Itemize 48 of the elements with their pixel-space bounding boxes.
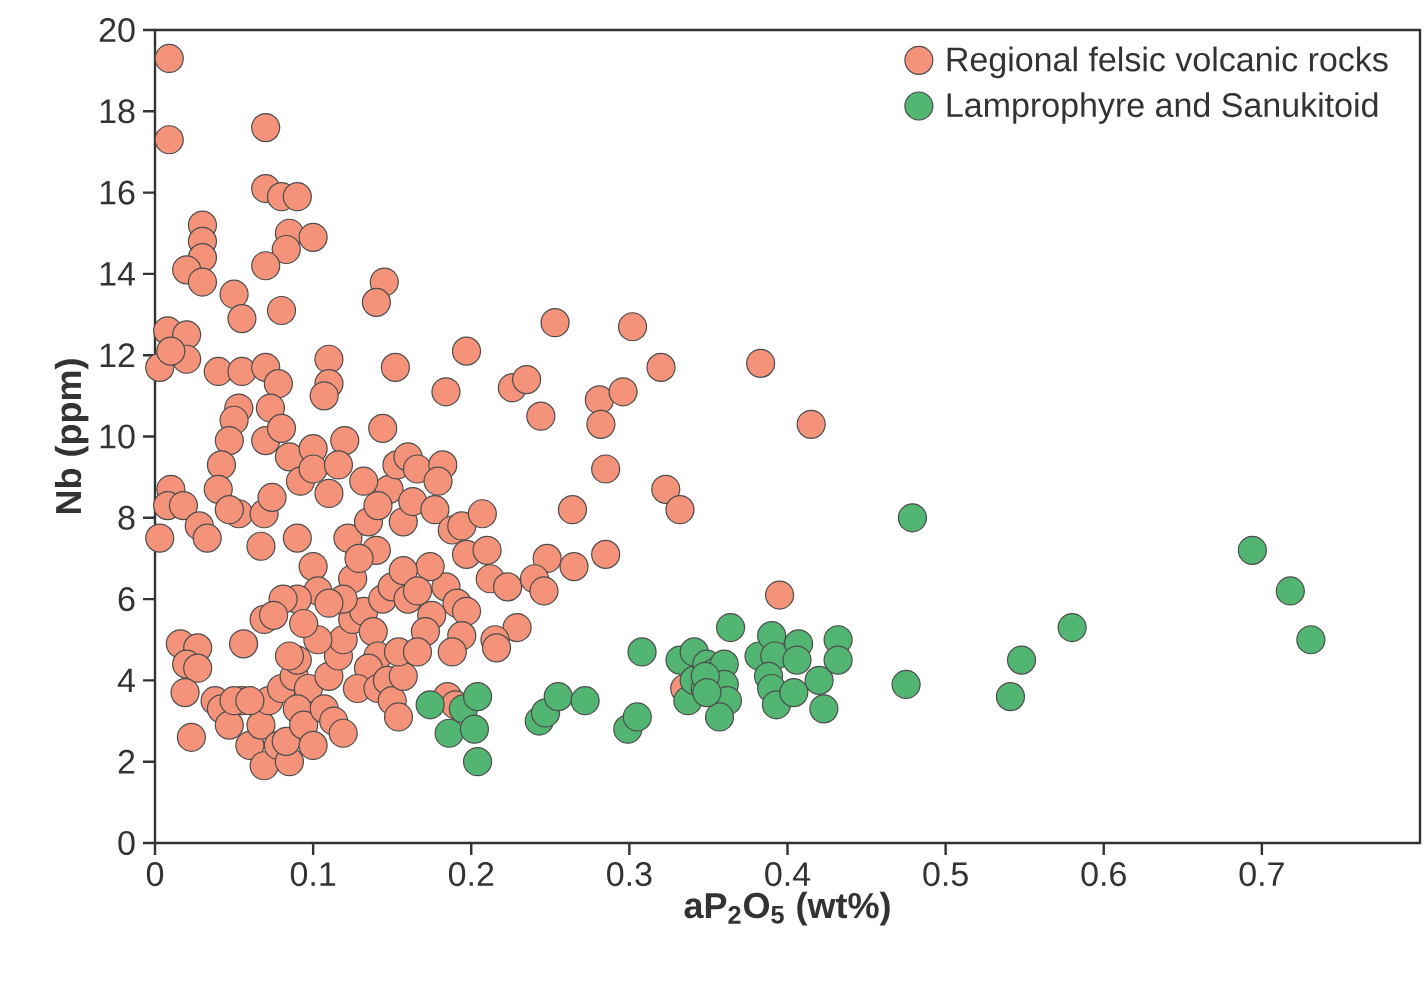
point [543,682,573,712]
point [823,645,853,675]
point [1275,576,1305,606]
point [570,686,600,716]
x-tick-label: 0.5 [923,862,968,887]
y-tick-label: 14 [100,262,135,286]
x-tick-label: 0.6 [1081,862,1126,887]
point [459,714,490,744]
x-tick-label: 0.1 [290,862,336,887]
point [1237,535,1267,565]
point [622,702,652,732]
y-tick-label: 0 [118,830,135,856]
point [692,677,722,708]
y-tick-label: 10 [100,424,135,449]
legend-label: Regional felsic volcanic rocks [947,46,1388,79]
point [897,503,928,533]
point [1006,645,1037,675]
y-tick-label: 16 [100,180,135,205]
point [804,665,834,695]
x-axis-title: aP$_{2}$O$_{5}$ (wt%) [684,891,890,926]
x-tick-label: 0.4 [765,862,811,887]
point [891,669,921,700]
point [995,682,1026,712]
point [462,747,493,777]
point [434,718,464,748]
point [415,690,445,720]
point [779,677,809,708]
x-tick-label: 0 [146,862,164,887]
point [462,682,493,712]
y-tick-label: 8 [118,505,135,530]
point [809,694,839,724]
x-tick-label: 0.3 [607,862,652,887]
point [704,702,735,732]
x-tick-label: 0.2 [448,862,494,887]
y-tick-label: 4 [117,668,135,693]
y-tick-label: 12 [100,343,135,368]
y-tick-label: 6 [118,587,135,612]
x-tick-label: 0.7 [1239,862,1284,887]
legend-label: Lamprophyre and Sanukitoid [947,92,1378,124]
point [627,637,657,667]
point [1296,625,1326,655]
y-tick-label: 2 [118,749,135,774]
point [1057,612,1087,643]
y-tick-label: 20 [99,17,135,43]
y-tick-label: 18 [100,99,135,124]
y-axis-title: Nb (ppm) [54,359,89,514]
point [715,612,746,643]
point [782,645,812,675]
